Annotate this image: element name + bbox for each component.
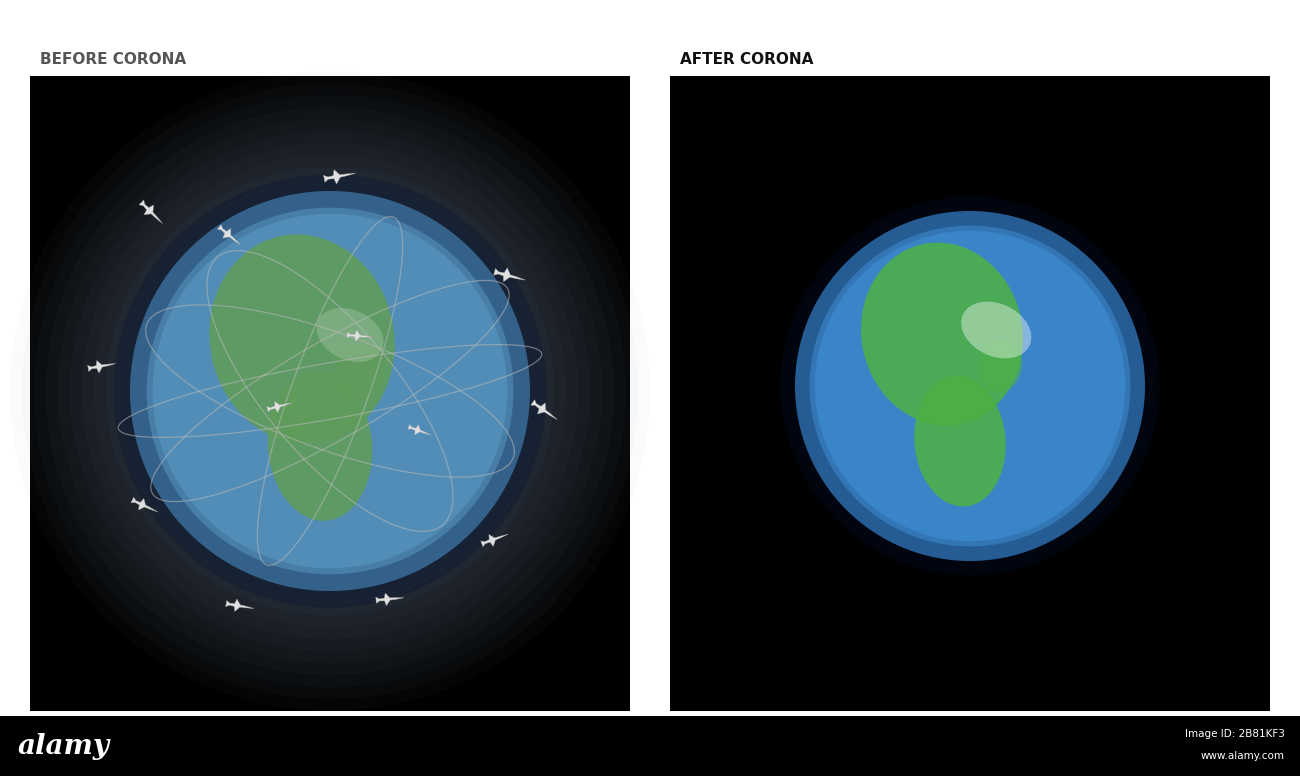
Bar bbox=[0, 716, 1300, 776]
Ellipse shape bbox=[209, 234, 395, 443]
Polygon shape bbox=[408, 424, 432, 435]
Polygon shape bbox=[481, 534, 508, 546]
Polygon shape bbox=[530, 400, 558, 420]
Ellipse shape bbox=[961, 302, 1031, 359]
Ellipse shape bbox=[317, 308, 384, 362]
Text: BEFORE CORONA: BEFORE CORONA bbox=[40, 53, 186, 68]
Polygon shape bbox=[131, 497, 157, 512]
Circle shape bbox=[130, 191, 530, 591]
Polygon shape bbox=[87, 361, 116, 373]
Ellipse shape bbox=[268, 371, 372, 521]
Text: www.alamy.com: www.alamy.com bbox=[1201, 751, 1284, 761]
Bar bbox=[30, 76, 630, 711]
Polygon shape bbox=[494, 268, 525, 282]
Polygon shape bbox=[376, 593, 404, 605]
Bar bbox=[670, 76, 1270, 711]
Ellipse shape bbox=[978, 340, 1022, 392]
Polygon shape bbox=[266, 401, 292, 413]
Polygon shape bbox=[347, 330, 373, 341]
Circle shape bbox=[130, 191, 530, 591]
Polygon shape bbox=[217, 224, 240, 245]
Circle shape bbox=[130, 191, 530, 591]
Ellipse shape bbox=[914, 376, 1006, 507]
Polygon shape bbox=[139, 200, 162, 223]
Text: alamy: alamy bbox=[18, 733, 111, 760]
Ellipse shape bbox=[335, 341, 385, 401]
Text: Image ID: 2B81KF3: Image ID: 2B81KF3 bbox=[1186, 729, 1284, 739]
Text: AFTER CORONA: AFTER CORONA bbox=[680, 53, 814, 68]
Circle shape bbox=[796, 211, 1145, 561]
Ellipse shape bbox=[861, 243, 1023, 425]
Polygon shape bbox=[226, 599, 254, 611]
Circle shape bbox=[796, 211, 1145, 561]
Polygon shape bbox=[324, 170, 356, 184]
